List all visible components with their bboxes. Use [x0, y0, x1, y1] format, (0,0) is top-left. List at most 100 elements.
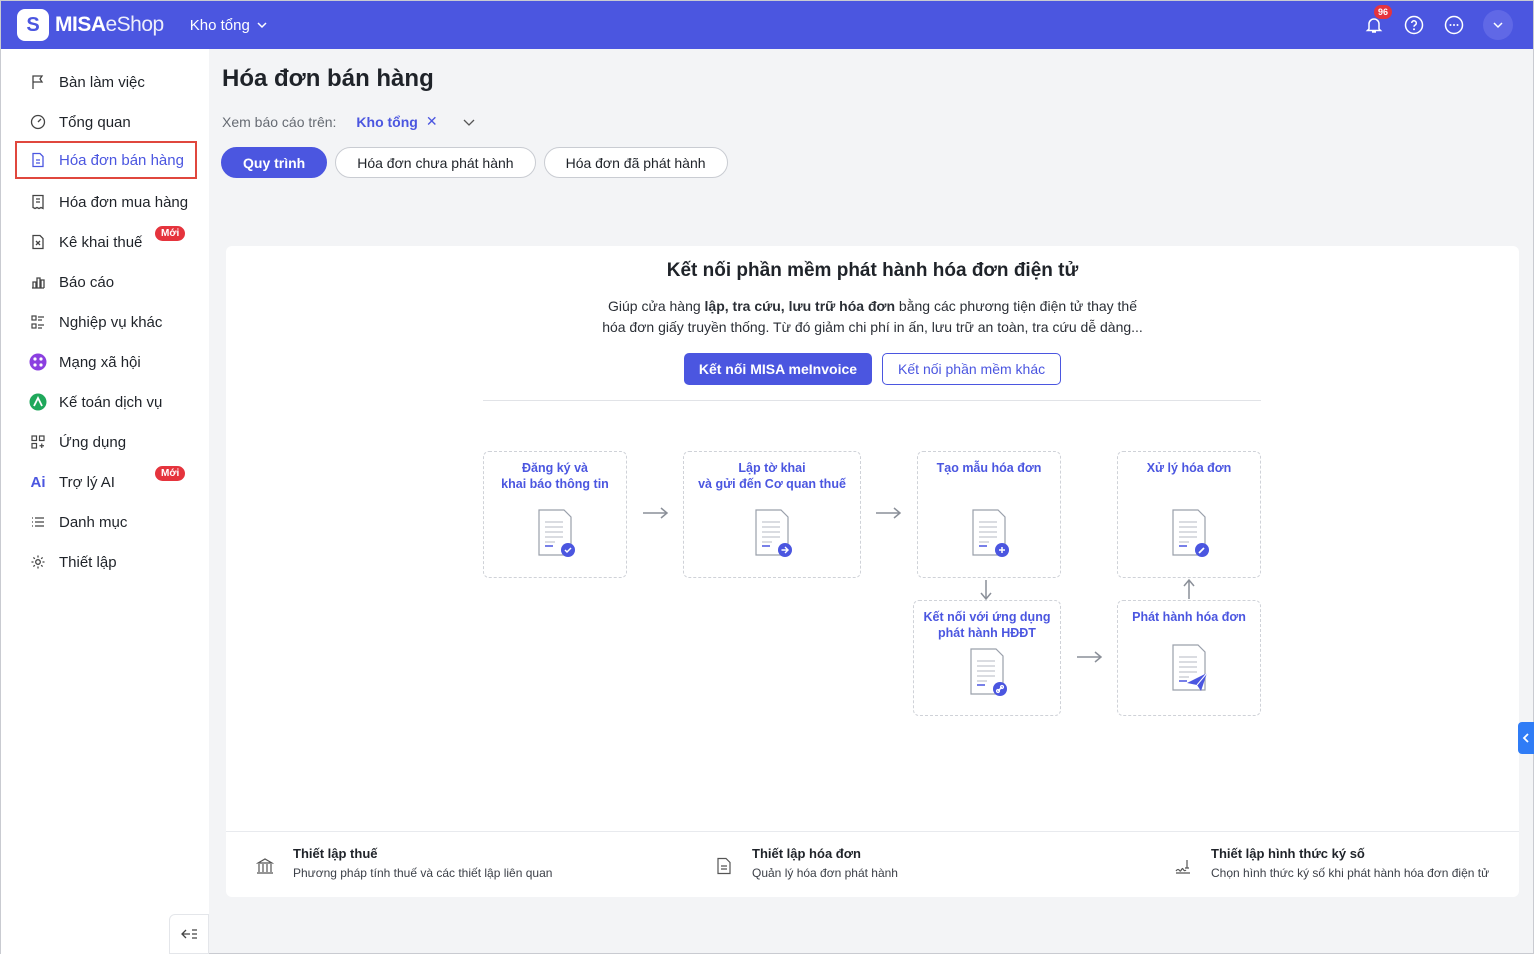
step-issue-invoice[interactable]: Phát hành hóa đơn [1117, 600, 1261, 716]
divider [483, 400, 1261, 401]
sidebar-item-dashboard[interactable]: Bàn làm việc [15, 63, 197, 101]
arrow-right-icon [876, 507, 902, 519]
sidebar-item-purchase-invoice[interactable]: Hóa đơn mua hàng [15, 183, 197, 221]
gauge-icon [29, 113, 47, 131]
apps-icon [29, 433, 47, 451]
document-add-icon [972, 509, 1009, 557]
footer-divider [226, 831, 1519, 832]
tab-bar: Quy trình Hóa đơn chưa phát hành Hóa đơn… [221, 147, 728, 178]
social-network-icon [29, 353, 47, 371]
footer-title: Thiết lập hình thức ký số [1211, 846, 1365, 861]
ai-icon: Ai [30, 473, 46, 491]
arrow-down-icon [980, 580, 992, 601]
sidebar: Bàn làm việc Tổng quan Hóa đơn bán hàng … [1, 49, 209, 954]
document-edit-icon [1172, 509, 1209, 557]
tab-process[interactable]: Quy trình [221, 147, 328, 178]
document-check-icon [538, 509, 575, 557]
document-icon [714, 856, 734, 876]
step-label: Xử lý hóa đơn [1146, 461, 1232, 475]
step-connect-app[interactable]: Kết nối với ứng dụng phát hành HĐĐT [913, 600, 1061, 716]
side-panel-toggle[interactable] [1518, 722, 1534, 754]
sidebar-item-tax-declaration[interactable]: Kê khai thuế Mới [15, 223, 197, 261]
list-grid-icon [29, 313, 47, 331]
page-title: Hóa đơn bán hàng [222, 65, 434, 92]
footer-title: Thiết lập thuế [293, 846, 378, 861]
more-button[interactable] [1443, 14, 1465, 36]
sidebar-item-label: Trợ lý AI [59, 473, 115, 491]
chevron-down-icon [463, 119, 475, 126]
card-description: Giúp cửa hàng lập, tra cứu, lưu trữ hóa … [602, 298, 1143, 335]
card-title: Kết nối phần mềm phát hành hóa đơn điện … [666, 260, 1079, 281]
sidebar-item-label: Hóa đơn mua hàng [59, 193, 189, 211]
invoice-icon [29, 151, 47, 169]
sidebar-item-label: Kế toán dịch vụ [59, 393, 163, 411]
accounting-service-icon [29, 393, 47, 411]
misa-logo-icon: S [17, 9, 49, 41]
step-label: Kết nối với ứng dụng phát hành HĐĐT [923, 610, 1051, 640]
chevron-down-icon [257, 22, 267, 29]
connect-meinvoice-button[interactable]: Kết nối MISA meInvoice [683, 353, 873, 385]
collapse-icon [181, 929, 197, 939]
step-declaration[interactable]: Lập tờ khai và gửi đến Cơ quan thuế [683, 451, 861, 578]
gear-icon [29, 553, 47, 571]
sidebar-item-settings[interactable]: Thiết lập [15, 543, 197, 581]
remove-filter-icon[interactable]: ✕ [425, 113, 438, 129]
receipt-icon [29, 193, 47, 211]
sidebar-item-label: Thiết lập [59, 553, 117, 571]
step-create-template[interactable]: Tạo mẫu hóa đơn [917, 451, 1061, 578]
footer-title: Thiết lập hóa đơn [752, 846, 861, 861]
footer-subtitle: Phương pháp tính thuế và các thiết lập l… [293, 866, 553, 880]
einvoice-connect-card: Kết nối phần mềm phát hành hóa đơn điện … [226, 246, 1519, 897]
new-badge: Mới [155, 466, 186, 481]
filter-label: Xem báo cáo trên: [222, 113, 337, 130]
chevron-down-icon [1493, 22, 1503, 29]
document-paper-plane-icon [1172, 644, 1208, 691]
bank-icon [255, 856, 275, 876]
sidebar-item-accounting-service[interactable]: Kế toán dịch vụ [15, 383, 197, 421]
step-label: Lập tờ khai và gửi đến Cơ quan thuế [698, 461, 846, 491]
logo[interactable]: S MISAeShop [17, 9, 164, 41]
filter-dropdown-button[interactable] [462, 115, 476, 129]
sidebar-item-reports[interactable]: Báo cáo [15, 263, 197, 301]
sidebar-item-label: Hóa đơn bán hàng [59, 151, 184, 169]
sidebar-item-label: Danh mục [59, 513, 128, 531]
sidebar-item-social-network[interactable]: Mạng xã hội [15, 343, 197, 381]
step-process-invoice[interactable]: Xử lý hóa đơn [1117, 451, 1261, 578]
tab-issued-invoices[interactable]: Hóa đơn đã phát hành [543, 147, 728, 178]
chevron-left-icon [1522, 733, 1529, 743]
more-icon [1444, 15, 1464, 35]
notification-button[interactable]: 96 [1363, 4, 1393, 36]
bar-chart-icon [29, 273, 47, 291]
signature-icon [1173, 856, 1193, 876]
store-name: Kho tổng [189, 16, 250, 34]
flag-icon [29, 73, 47, 91]
report-filter: Xem báo cáo trên: Kho tổng ✕ [222, 113, 476, 130]
footer-subtitle: Chọn hình thức ký số khi phát hành hóa đ… [1211, 866, 1490, 880]
invoice-settings-link[interactable]: Thiết lập hóa đơn Quản lý hóa đơn phát h… [714, 846, 898, 880]
connect-other-software-button[interactable]: Kết nối phần mềm khác [882, 353, 1062, 385]
step-label: Đăng ký và khai báo thông tin [501, 461, 609, 491]
step-register[interactable]: Đăng ký và khai báo thông tin [483, 451, 627, 578]
sidebar-item-ai-assistant[interactable]: Ai Trợ lý AI Mới [15, 463, 197, 501]
sidebar-item-label: Mạng xã hội [59, 353, 141, 371]
top-bar: S MISAeShop Kho tổng 96 [1, 1, 1533, 49]
sidebar-item-overview[interactable]: Tổng quan [15, 103, 197, 141]
sidebar-item-sales-invoice[interactable]: Hóa đơn bán hàng [15, 141, 197, 179]
sidebar-item-other-operations[interactable]: Nghiệp vụ khác [15, 303, 197, 341]
document-send-icon [755, 509, 792, 557]
list-icon [29, 513, 47, 531]
tax-document-icon [29, 233, 47, 251]
tax-settings-link[interactable]: Thiết lập thuế Phương pháp tính thuế và … [255, 846, 552, 880]
digital-signature-settings-link[interactable]: Thiết lập hình thức ký số Chọn hình thức… [1173, 846, 1489, 880]
user-avatar[interactable] [1483, 10, 1513, 40]
sidebar-item-applications[interactable]: Ứng dụng [15, 423, 197, 461]
sidebar-item-catalog[interactable]: Danh mục [15, 503, 197, 541]
store-selector[interactable]: Kho tổng [190, 17, 268, 34]
filter-chip-value: Kho tổng [356, 113, 418, 130]
step-label: Phát hành hóa đơn [1132, 610, 1246, 624]
help-button[interactable] [1403, 14, 1425, 36]
sidebar-item-label: Báo cáo [59, 273, 115, 291]
help-icon [1404, 15, 1424, 35]
collapse-sidebar-button[interactable] [169, 914, 209, 954]
tab-unissued-invoices[interactable]: Hóa đơn chưa phát hành [335, 147, 536, 178]
